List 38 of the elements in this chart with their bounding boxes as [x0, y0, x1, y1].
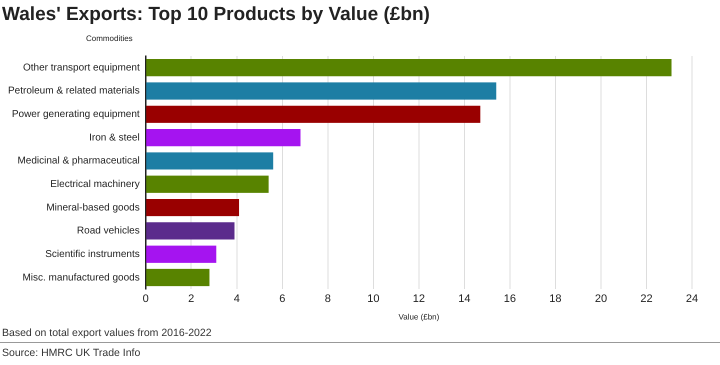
- bar: [146, 198, 240, 216]
- bar: [146, 246, 216, 263]
- source-note: Source: HMRC UK Trade Info: [2, 347, 140, 359]
- x-tick-label: 24: [686, 292, 698, 305]
- y-tick-label: Medicinal & pharmaceutical: [17, 156, 140, 167]
- x-tick-label: 18: [549, 292, 562, 305]
- y-tick-label: Mineral-based goods: [46, 202, 140, 214]
- x-tick-label: 22: [640, 292, 653, 305]
- y-tick-label: Power generating equipment: [12, 109, 140, 120]
- bar: [146, 268, 210, 286]
- y-tick-label: Misc. manufactured goods: [22, 272, 140, 284]
- y-tick-label: Road vehicles: [76, 226, 140, 237]
- x-axis-title: Value (£bn): [398, 312, 440, 322]
- x-tick-label: 6: [279, 292, 286, 305]
- text: Based on total export values from 2016-2022: [2, 327, 212, 339]
- bar: [146, 59, 672, 76]
- chart-title: Wales' Exports: Top 10 Products by Value (£bn): [2, 4, 430, 26]
- x-tick-label: 10: [367, 292, 380, 305]
- bar: [146, 82, 496, 100]
- bar: [146, 152, 274, 170]
- bar: [146, 106, 480, 123]
- x-tick-label: 14: [458, 292, 471, 305]
- x-tick-label: 4: [234, 292, 240, 305]
- x-tick-label: 12: [412, 292, 425, 305]
- y-tick-label: Other transport equipment: [22, 62, 140, 74]
- bar: [146, 129, 300, 146]
- y-tick-label: Scientific instruments: [45, 248, 140, 260]
- y-tick-label: Petroleum & related materials: [8, 86, 140, 97]
- y-tick-label: Electrical machinery: [50, 179, 140, 190]
- x-tick-label: 16: [504, 292, 516, 305]
- x-tick-label: 2: [188, 292, 194, 305]
- x-tick-label: 20: [594, 292, 608, 305]
- y-tick-label: Iron & steel: [89, 132, 140, 144]
- bar: [146, 222, 234, 240]
- y-axis-title: Commodities: [86, 34, 133, 43]
- x-tick-label: 0: [142, 292, 149, 305]
- bar: [146, 176, 269, 193]
- x-tick-label: 8: [324, 292, 331, 305]
